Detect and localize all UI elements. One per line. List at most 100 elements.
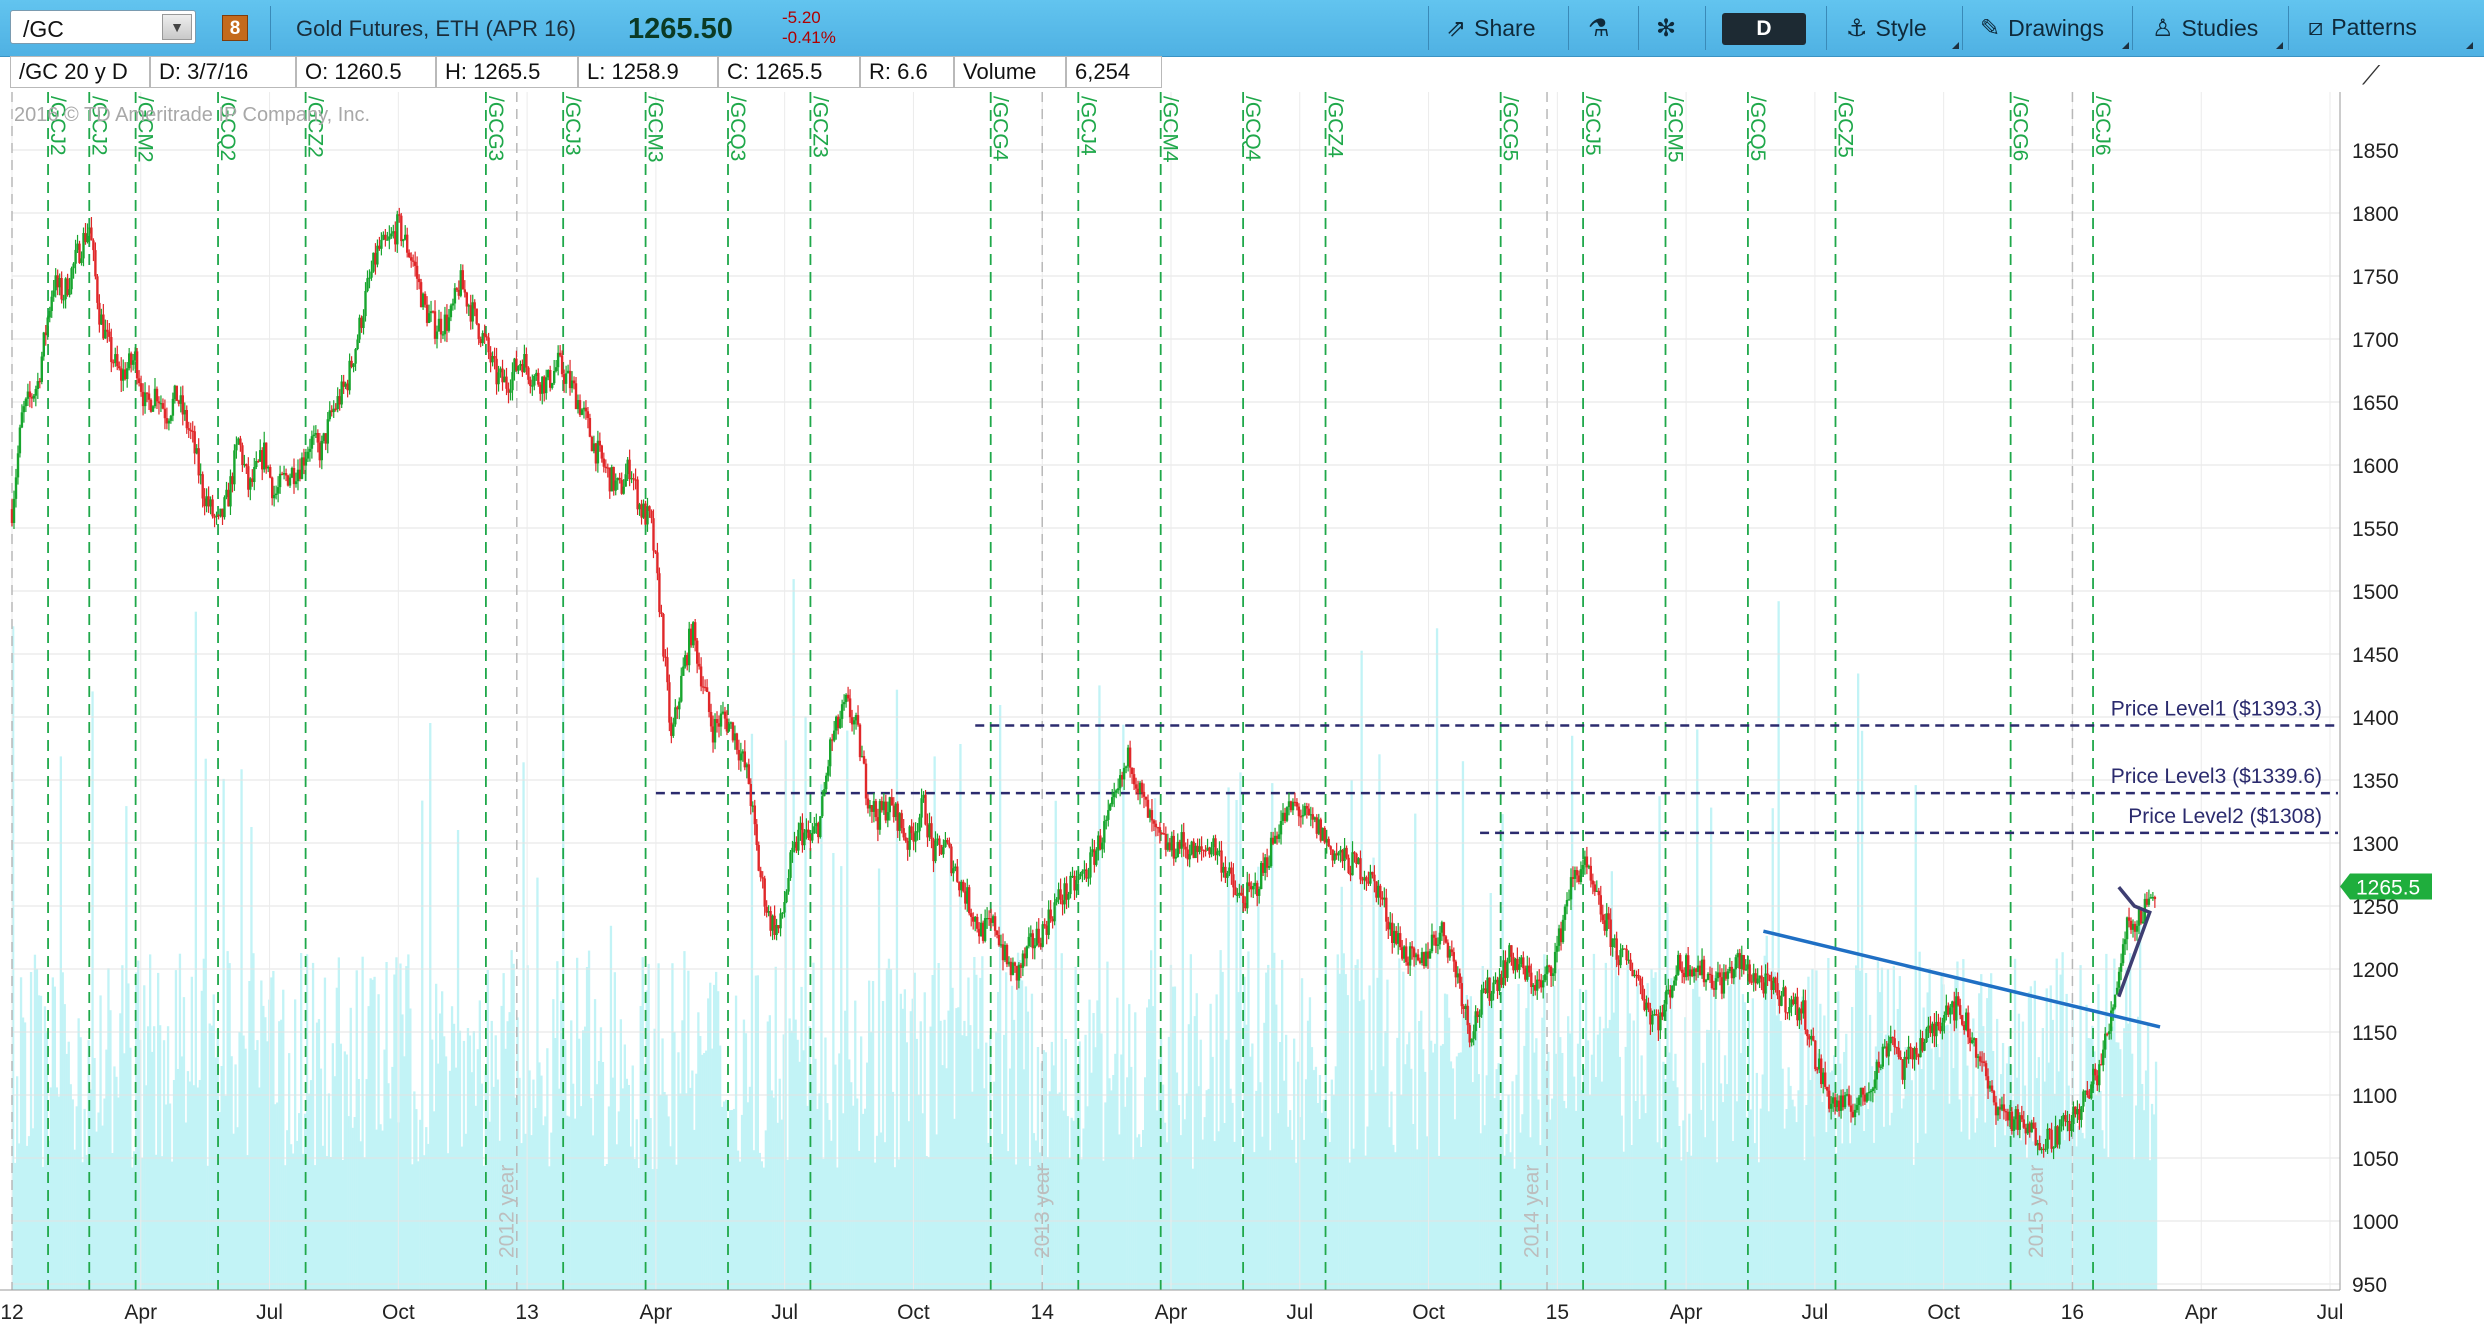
volume-bar xyxy=(2144,1070,2148,1290)
volume-bar xyxy=(1892,966,1895,1290)
volume-bar xyxy=(1300,978,1304,1290)
candle-body xyxy=(2040,1148,2043,1151)
volume-bar xyxy=(1205,1090,1208,1290)
volume-bar xyxy=(1146,1007,1149,1290)
share-icon: ⇗ xyxy=(1446,15,1467,42)
candle-body xyxy=(606,467,609,469)
chart-id[interactable]: /GC 20 y D xyxy=(10,56,150,88)
candle-body xyxy=(1559,928,1563,943)
candle-body xyxy=(219,508,222,516)
volume-bar xyxy=(1880,967,1884,1290)
volume-bar xyxy=(1809,1080,1812,1290)
candle-body xyxy=(1724,972,1728,979)
volume-bar xyxy=(1660,1148,1663,1290)
patterns-button[interactable]: ⧄ Patterns xyxy=(2308,14,2417,42)
candle-body xyxy=(14,477,18,499)
style-button[interactable]: ⚓ Style xyxy=(1846,14,1927,43)
candle-body xyxy=(1238,892,1241,895)
volume-bar xyxy=(2139,914,2142,1290)
volume-bar xyxy=(734,995,738,1290)
volume-bar xyxy=(564,1040,567,1290)
candle-body xyxy=(956,866,959,882)
candle-body xyxy=(1077,876,1080,880)
candle-body xyxy=(1412,948,1416,958)
candle-body xyxy=(1013,962,1017,966)
candle-body xyxy=(1492,982,1495,994)
candle-body xyxy=(2016,1109,2019,1130)
volume-bar xyxy=(448,1070,452,1290)
candle-body xyxy=(1474,1011,1477,1032)
candle-body xyxy=(1621,948,1624,950)
candle-body xyxy=(2090,1084,2093,1099)
candle-body xyxy=(169,415,173,421)
candle-body xyxy=(84,233,87,243)
drawings-button[interactable]: ✎ Drawings xyxy=(1980,14,2104,43)
volume-bar xyxy=(1388,1127,1391,1290)
candle-body xyxy=(2151,897,2155,899)
volume-bar xyxy=(1187,1024,1190,1290)
contract-marker-label: /GCM3 xyxy=(644,96,667,163)
volume-bar xyxy=(647,963,650,1290)
volume-bar xyxy=(1803,1160,1806,1290)
candle-body xyxy=(952,868,955,874)
aggregation-period-button[interactable]: D xyxy=(1722,13,1806,45)
volume-bar xyxy=(222,778,225,1290)
flask-button[interactable]: ⚗ xyxy=(1588,14,1618,43)
share-button[interactable]: ⇗ Share xyxy=(1446,14,1535,43)
candle-body xyxy=(1536,979,1539,991)
symbol-text[interactable]: /GC xyxy=(23,16,64,42)
candle-body xyxy=(2110,1010,2113,1032)
contract-marker-label: /GCQ5 xyxy=(1746,96,1769,161)
candle-body xyxy=(155,388,159,402)
candle-body xyxy=(2100,1064,2103,1066)
volume-bar xyxy=(1719,1083,1723,1290)
candle-body xyxy=(656,552,659,574)
volume-bar xyxy=(1010,985,1014,1290)
axes: 1850180017501700165016001550150014501400… xyxy=(0,92,2432,1324)
volume-bar xyxy=(2095,1094,2098,1290)
volume-bar xyxy=(1920,1069,1923,1290)
candle-body xyxy=(2056,1126,2059,1145)
candle-body xyxy=(699,666,703,687)
chevron-down-icon[interactable]: ▼ xyxy=(162,14,192,40)
volume-bar xyxy=(1304,1079,1308,1290)
volume-bar xyxy=(1491,986,1494,1290)
x-tick-label: Apr xyxy=(1670,1301,1703,1324)
volume-bar xyxy=(1501,814,1504,1290)
volume-bar xyxy=(1026,1011,1030,1290)
share-label: Share xyxy=(1474,15,1536,41)
link-group-badge[interactable]: 8 xyxy=(222,15,248,41)
candle-body xyxy=(1073,875,1076,891)
drawing-tool-icon[interactable]: ⟋ xyxy=(2362,60,2381,90)
candle-body xyxy=(1982,1061,1986,1063)
candle-body xyxy=(48,311,51,318)
candle-body xyxy=(336,396,339,409)
volume-bar xyxy=(719,1045,722,1290)
candle-body xyxy=(582,407,586,410)
volume-bar xyxy=(502,973,505,1290)
candle-body xyxy=(1653,1014,1656,1016)
candle-body xyxy=(995,930,999,935)
symbol-selector[interactable]: /GC ▼ xyxy=(10,10,196,44)
volume-bar xyxy=(963,1020,966,1290)
candle-body xyxy=(511,372,514,391)
candle-body xyxy=(278,473,282,488)
candle-body xyxy=(1655,1014,1658,1016)
settings-button[interactable]: ✻ xyxy=(1656,14,1684,43)
studies-button[interactable]: ♙ Studies xyxy=(2152,14,2258,43)
candle-body xyxy=(1843,1095,1847,1108)
volume-bar xyxy=(1855,965,1858,1290)
volume-bar xyxy=(778,1078,781,1290)
volume-bar xyxy=(1350,780,1353,1290)
volume-bar xyxy=(2017,1013,2021,1290)
candle-body xyxy=(1839,1095,1843,1111)
volume-bar xyxy=(641,957,644,1290)
volume-bar xyxy=(500,1005,503,1290)
candle-body xyxy=(1907,1046,1910,1060)
volume-bar xyxy=(164,1104,168,1290)
candle-body xyxy=(1305,806,1309,809)
volume-bar xyxy=(1479,1133,1482,1290)
candle-body xyxy=(1635,974,1638,976)
volume-bar xyxy=(218,1112,221,1290)
